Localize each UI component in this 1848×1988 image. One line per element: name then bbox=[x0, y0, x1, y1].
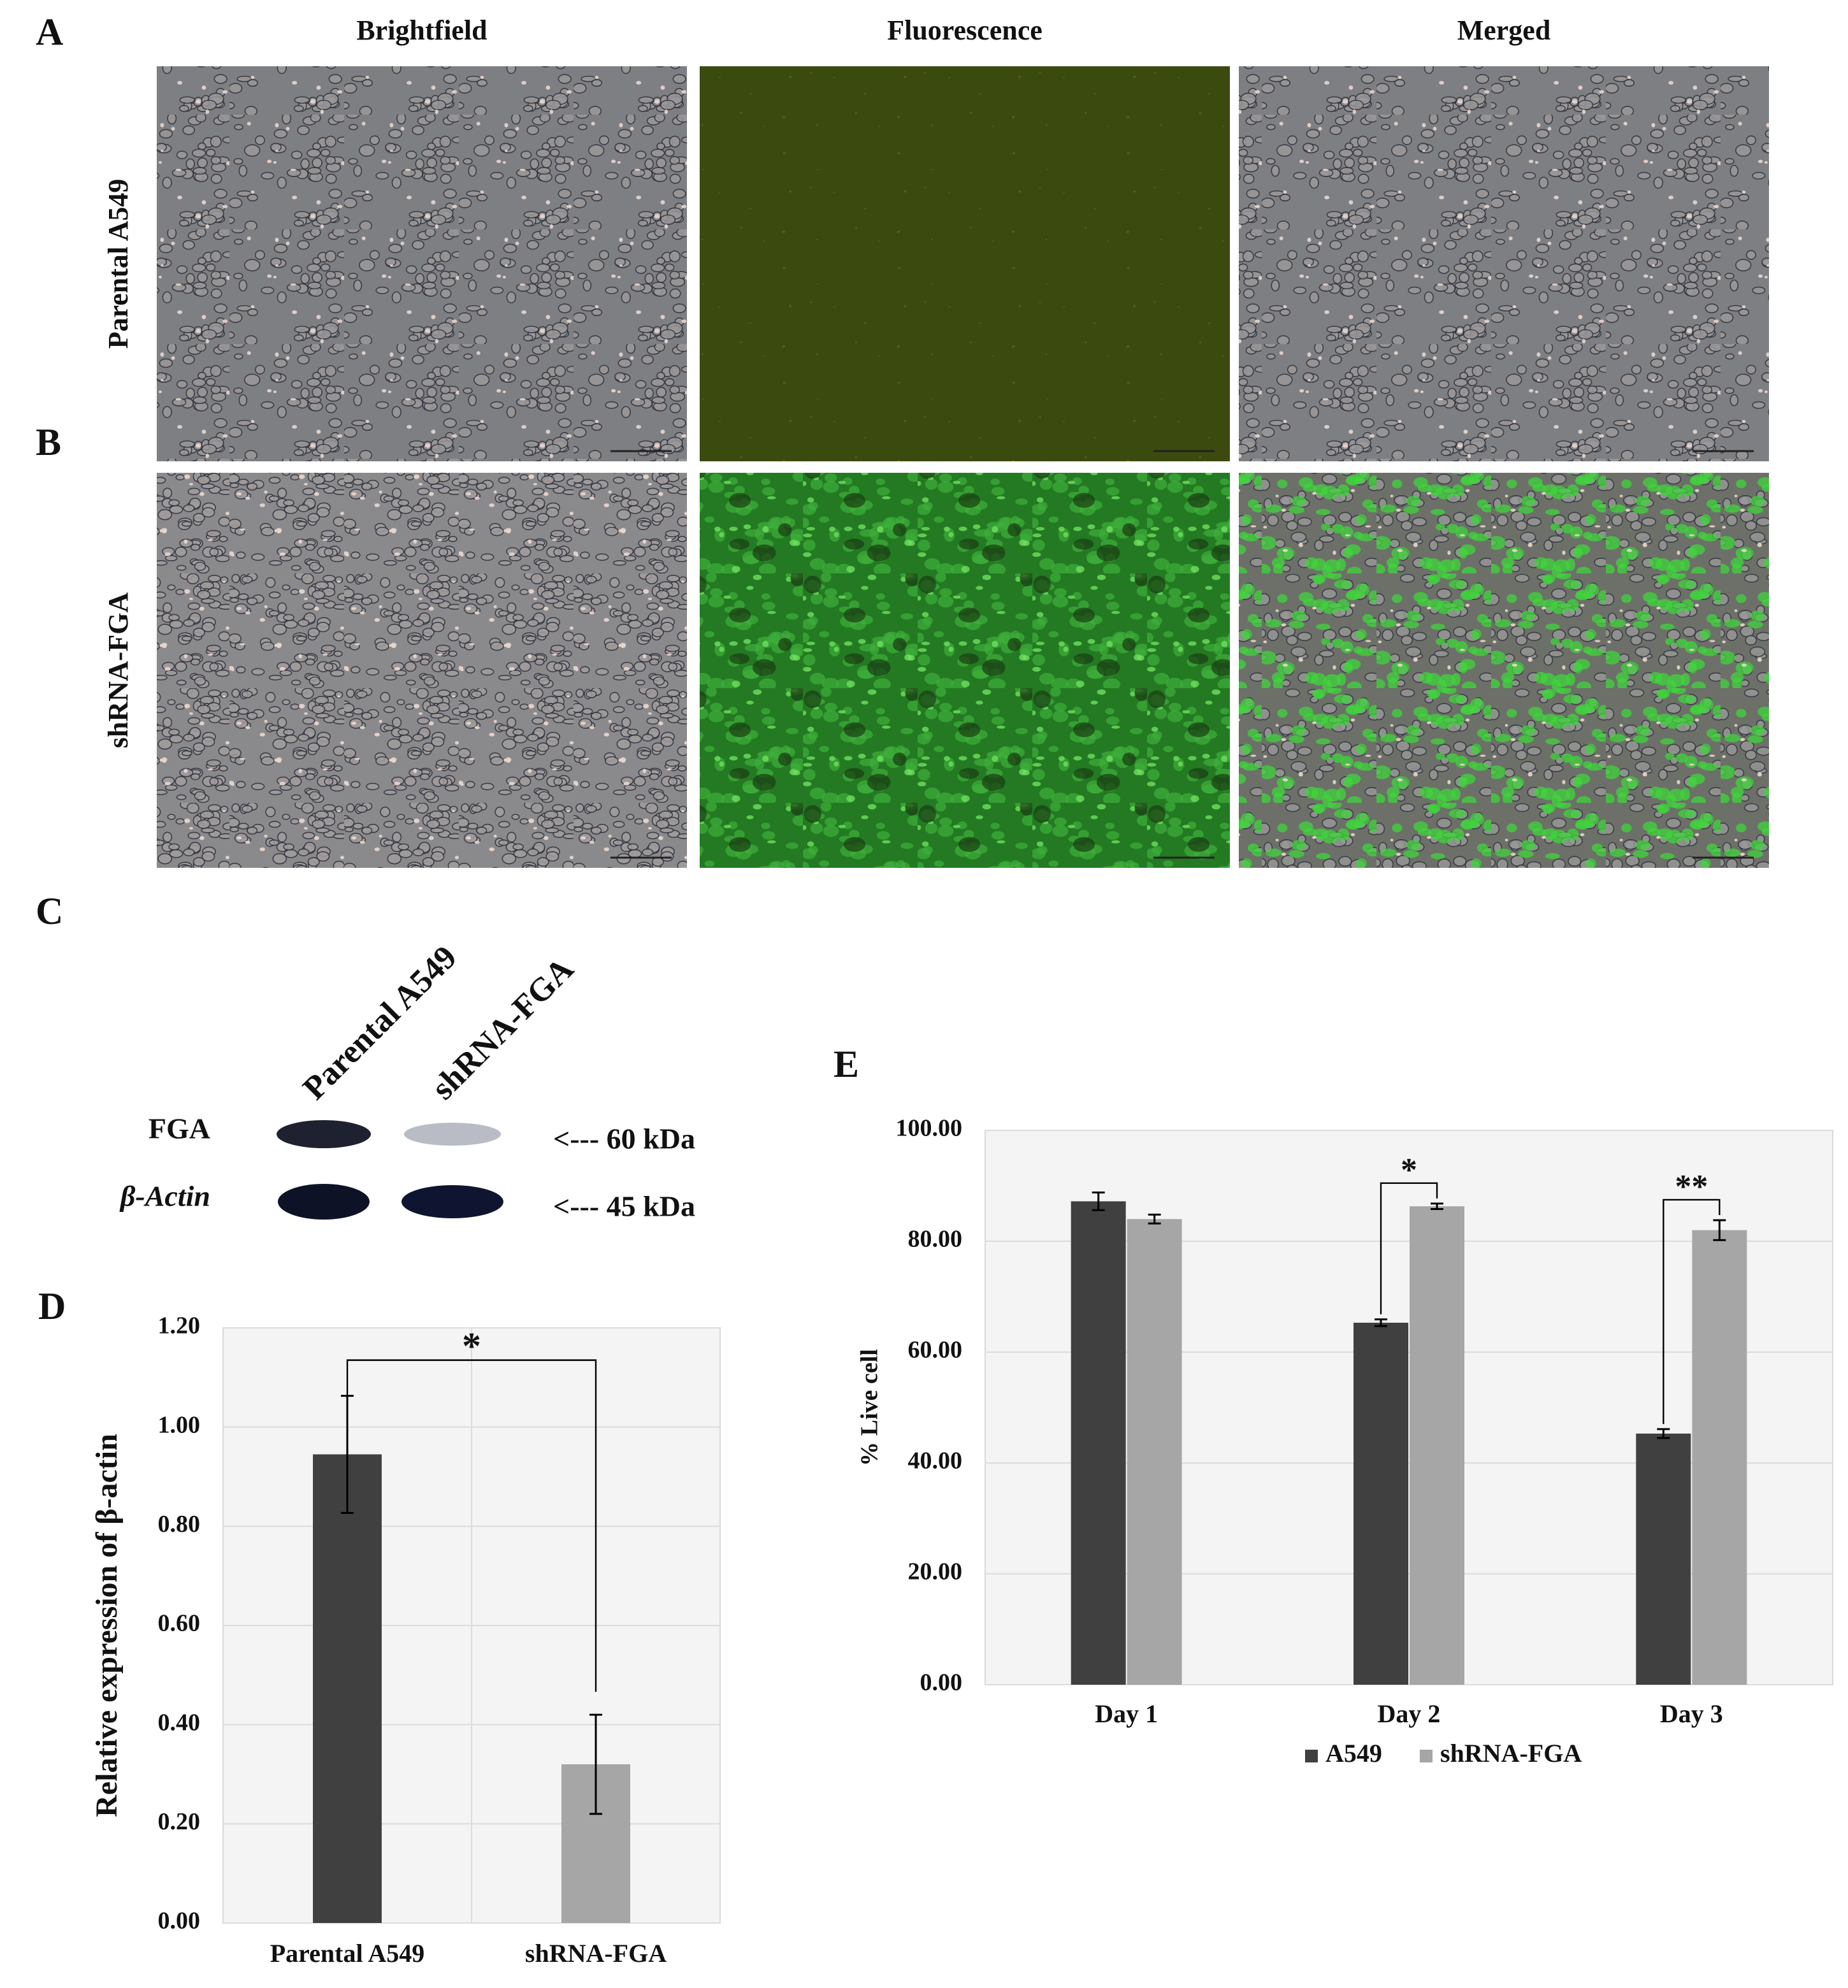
row-label: Parental A549 bbox=[103, 179, 134, 349]
row-label: shRNA-FGA bbox=[103, 593, 134, 749]
error-bar bbox=[589, 1713, 602, 1815]
legend-swatch bbox=[1305, 1750, 1318, 1762]
micrograph bbox=[157, 473, 687, 868]
x-tick-label: Parental A549 bbox=[270, 1939, 425, 1968]
significance-bracket bbox=[1380, 1182, 1438, 1315]
bar bbox=[1354, 1322, 1408, 1685]
y-axis-label: % Live cell bbox=[856, 1349, 883, 1466]
error-bar bbox=[341, 1395, 354, 1514]
significance-label: ** bbox=[1675, 1169, 1708, 1205]
x-tick-label: Day 3 bbox=[1660, 1699, 1723, 1728]
y-tick-label: 60.00 bbox=[908, 1337, 963, 1364]
legend-swatch bbox=[1420, 1750, 1433, 1762]
bar bbox=[1127, 1219, 1182, 1685]
panel-label: A bbox=[36, 11, 63, 53]
x-tick-label: Day 2 bbox=[1378, 1699, 1441, 1728]
micrograph bbox=[1239, 473, 1769, 868]
y-tick-label: 80.00 bbox=[908, 1226, 963, 1253]
panel-label: C bbox=[36, 890, 63, 932]
bar bbox=[313, 1454, 382, 1923]
bar bbox=[1636, 1433, 1691, 1685]
y-tick-label: 0.00 bbox=[158, 1908, 201, 1934]
significance-label: * bbox=[1401, 1152, 1417, 1188]
plot-area bbox=[985, 1130, 1833, 1685]
y-tick-label: 0.40 bbox=[158, 1709, 201, 1736]
y-axis-label: Relative expression of β-actin bbox=[90, 1434, 124, 1817]
micrograph bbox=[700, 66, 1230, 461]
y-tick-label: 20.00 bbox=[908, 1559, 963, 1585]
significance-bracket bbox=[1663, 1199, 1721, 1424]
x-tick-label: Day 1 bbox=[1095, 1699, 1158, 1728]
significance-label: * bbox=[462, 1325, 481, 1367]
bar bbox=[1692, 1230, 1747, 1685]
error-bar bbox=[1713, 1219, 1726, 1241]
error-bar bbox=[1431, 1202, 1443, 1211]
y-tick-label: 0.20 bbox=[158, 1808, 201, 1835]
micrograph bbox=[1239, 66, 1769, 461]
legend-label: A549 bbox=[1325, 1739, 1382, 1768]
protein-label: FGA bbox=[148, 1113, 210, 1145]
significance-bracket bbox=[346, 1359, 597, 1692]
panel-label: B bbox=[36, 421, 61, 463]
y-tick-label: 1.00 bbox=[158, 1411, 201, 1438]
micrograph bbox=[157, 66, 687, 461]
blot-band bbox=[278, 1184, 370, 1220]
y-tick-label: 0.80 bbox=[158, 1511, 201, 1538]
blot-band bbox=[404, 1123, 501, 1146]
column-header: Merged bbox=[1457, 15, 1551, 46]
error-bar bbox=[1375, 1318, 1387, 1327]
y-tick-label: 1.20 bbox=[158, 1313, 201, 1339]
marker-label: <--- 45 kDa bbox=[553, 1190, 695, 1223]
blot-band bbox=[401, 1185, 503, 1218]
protein-label: β-Actin bbox=[119, 1180, 210, 1213]
marker-label: <--- 60 kDa bbox=[553, 1123, 695, 1155]
blot-band bbox=[277, 1120, 371, 1148]
error-bar bbox=[1657, 1428, 1670, 1439]
bar bbox=[1410, 1206, 1464, 1685]
y-tick-label: 40.00 bbox=[908, 1448, 963, 1474]
error-bar bbox=[1148, 1213, 1161, 1225]
error-bar bbox=[1092, 1191, 1105, 1211]
panel-label: E bbox=[834, 1043, 859, 1085]
y-tick-label: 0.60 bbox=[158, 1610, 201, 1637]
micrograph bbox=[700, 473, 1230, 868]
y-tick-label: 100.00 bbox=[896, 1115, 963, 1142]
y-tick-label: 0.00 bbox=[920, 1669, 963, 1696]
x-tick-label: shRNA-FGA bbox=[525, 1939, 667, 1968]
legend-label: shRNA-FGA bbox=[1440, 1739, 1582, 1768]
panel-label: D bbox=[38, 1285, 66, 1327]
bar bbox=[1071, 1201, 1126, 1685]
column-header: Fluorescence bbox=[887, 15, 1043, 46]
column-header: Brightfield bbox=[356, 15, 487, 46]
